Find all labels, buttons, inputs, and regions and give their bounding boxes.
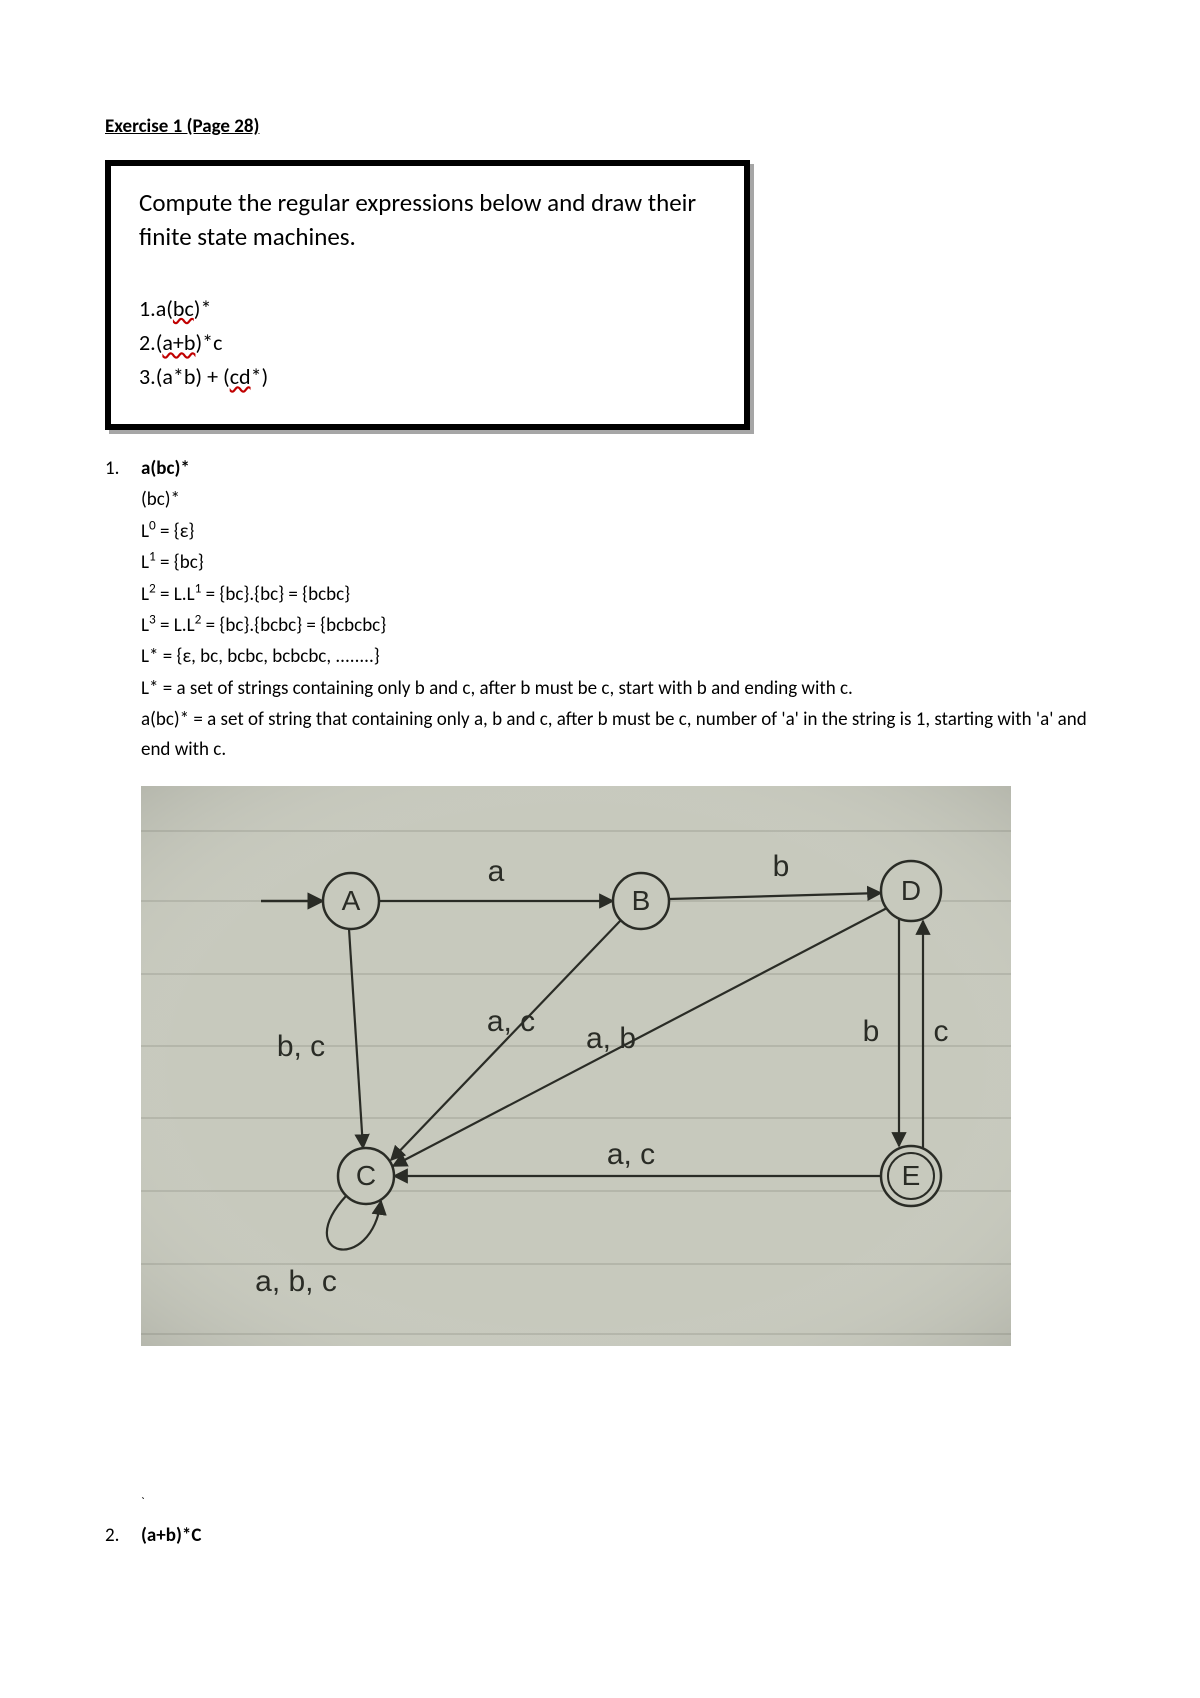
svg-text:b: b [773,850,790,883]
svg-text:c: c [934,1015,949,1048]
prompt-list: 1.a(bc)*2.(a+b)*c3.(a*b) + (cd*) [139,292,716,394]
exercise-heading: Exercise 1 (Page 28) [105,115,1095,138]
answer-1: 1. a(bc)* (bc)* L0 = {ε}L1 = {bc} L2 = L.L… [105,454,1095,764]
answer-line: L0 = {ε} [141,517,1095,546]
svg-text:a: a [488,855,505,888]
svg-text:a, b: a, b [586,1022,636,1055]
answer-number: 1. [105,454,141,764]
svg-text:a, c: a, c [607,1138,655,1171]
answer-line: L* = {ε, bc, bcbc, bcbcbc, ........} [141,642,1095,671]
svg-text:a, c: a, c [487,1005,535,1038]
svg-text:A: A [342,885,361,916]
prompt-box: Compute the regular expressions below an… [105,160,750,430]
svg-text:C: C [356,1160,376,1191]
answer-first-line: a(bc)* [141,454,1095,483]
answer-first-line: (a+b)*C [141,1524,201,1547]
svg-text:a, b, c: a, b, c [255,1265,337,1298]
answer-number: 2. [105,1524,141,1547]
svg-text:b: b [863,1015,880,1048]
answer-line: L2 = L.L1 = {bc}.{bc} = {bcbc} [141,580,1095,609]
prompt-intro: Compute the regular expressions below an… [139,186,716,254]
svg-text:D: D [901,875,921,906]
svg-text:E: E [902,1160,921,1191]
answer-line: L* = a set of strings containing only b … [141,674,1095,703]
prompt-item: 3.(a*b) + (cd*) [139,360,716,394]
tick-mark: ` [141,1496,1095,1510]
answer-line: L1 = {bc} [141,548,1095,577]
answer-line: L3 = L.L2 = {bc}.{bcbc} = {bcbcbc} [141,611,1095,640]
prompt-item: 1.a(bc)* [139,292,716,326]
prompt-item: 2.(a+b)*c [139,326,716,360]
answer-2: ` 2. (a+b)*C [105,1496,1095,1547]
svg-text:B: B [632,885,651,916]
fsm-diagram: a b b, c a, c a, b b c a, c a, b, c A B D C E [141,786,1011,1346]
answer-line: a(bc)* = a set of string that containing… [141,705,1095,764]
answer-line: (bc)* [141,485,1095,514]
svg-text:b, c: b, c [277,1030,325,1063]
